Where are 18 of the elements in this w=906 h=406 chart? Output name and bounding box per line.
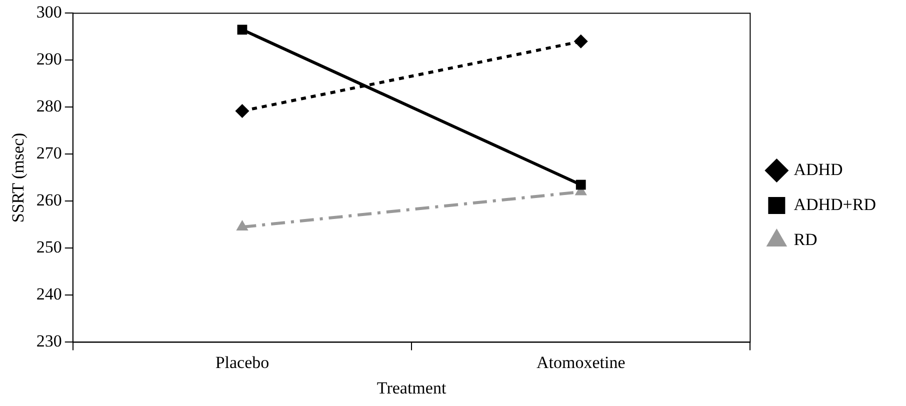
x-tick-label: Atomoxetine — [536, 352, 626, 372]
y-tick-label: 230 — [36, 332, 62, 351]
y-tick-label: 300 — [36, 2, 62, 22]
point — [237, 24, 248, 35]
point — [574, 34, 588, 48]
point — [235, 104, 250, 118]
legend-label: ADHD+RD — [794, 194, 876, 214]
y-tick-label: 270 — [36, 144, 62, 163]
y-tick-label: 280 — [36, 96, 62, 116]
y-tick-label: 250 — [36, 238, 62, 257]
y-tick-label: 260 — [36, 190, 62, 210]
y-tick-label: 290 — [36, 50, 62, 69]
y-tick-label: 240 — [36, 284, 62, 304]
legend-label: ADHD — [794, 160, 843, 179]
x-axis-title: Treatment — [376, 378, 446, 398]
x-tick-label: Placebo — [215, 352, 270, 372]
legend-label: RD — [794, 230, 818, 249]
y-axis-title: SSRT (msec) — [8, 132, 28, 223]
